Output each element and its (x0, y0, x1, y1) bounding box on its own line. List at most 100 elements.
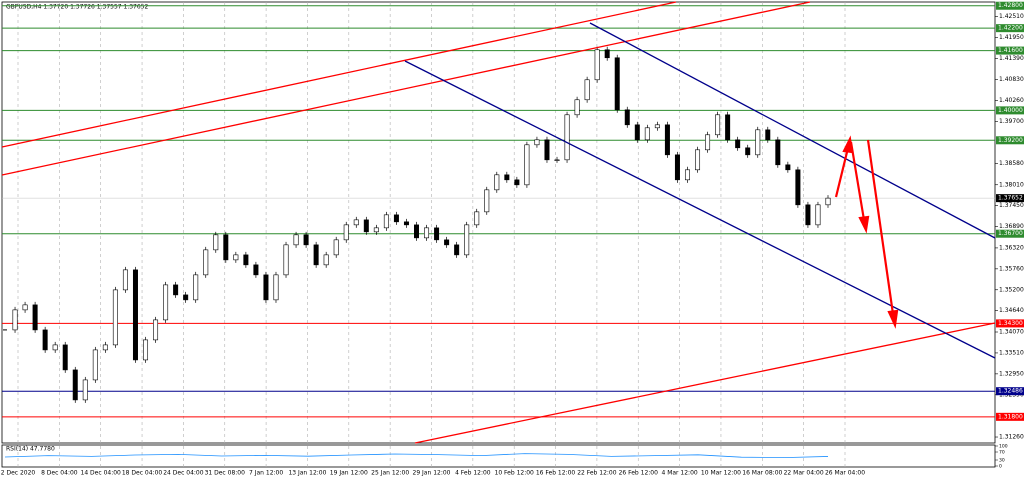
candle (664, 124, 670, 156)
x-tick-label: 16 Mar 08:00 (742, 470, 782, 477)
candle (102, 344, 108, 351)
candle (313, 244, 319, 266)
x-tick-label: 14 Dec 04:00 (81, 470, 122, 477)
candle (644, 127, 650, 141)
y-tick-label: 1.38010 (999, 181, 1024, 188)
y-tick-label: 1.35760 (999, 265, 1024, 272)
y-tick-label: 1.38580 (999, 160, 1024, 167)
candle (805, 204, 811, 226)
candle (213, 234, 219, 251)
candle (795, 169, 801, 206)
arrow-head (858, 215, 870, 234)
candle (263, 274, 269, 301)
candle (634, 124, 640, 141)
x-tick-label: 22 Mar 04:00 (784, 470, 824, 477)
candle (82, 379, 88, 401)
y-tick-label: 1.40260 (999, 97, 1024, 104)
candle (564, 114, 570, 161)
candle (464, 224, 470, 256)
candle (163, 284, 169, 321)
level-label: 1.40000 (998, 107, 1023, 114)
arrow (866, 139, 895, 315)
candle (393, 214, 399, 223)
candle (745, 147, 751, 156)
arrow (849, 141, 866, 221)
candle (715, 114, 721, 136)
level-label-box (996, 319, 1024, 328)
candle (474, 211, 480, 226)
level-label-box (996, 106, 1024, 115)
candle (815, 204, 821, 226)
y-tick-label: 1.39700 (999, 118, 1024, 125)
candle (674, 154, 680, 181)
y-tick-label: 1.37450 (999, 202, 1024, 209)
y-tick-label: 1.41950 (999, 34, 1024, 41)
level-label-box (996, 387, 1024, 396)
y-tick-label: 1.31260 (999, 434, 1024, 441)
candle (383, 214, 389, 229)
candle (153, 319, 159, 341)
candle (695, 149, 701, 171)
y-tick-label: 1.36890 (999, 223, 1024, 230)
candle (323, 254, 329, 266)
candle (624, 109, 630, 126)
candle (233, 254, 239, 261)
candle (574, 99, 580, 116)
candle (193, 274, 199, 301)
candle (333, 239, 339, 256)
level-label: 1.42800 (998, 2, 1023, 9)
candle (534, 139, 540, 146)
level-label: 1.41600 (998, 47, 1023, 54)
y-tick-label: 1.33510 (999, 349, 1024, 356)
candle (765, 129, 771, 141)
x-tick-label: 26 Feb 12:00 (619, 470, 659, 477)
x-tick-label: 25 Jan 12:00 (371, 470, 409, 477)
level-label: 1.39200 (998, 137, 1023, 144)
candles (3, 46, 831, 459)
rsi-tick-label: 0 (999, 464, 1002, 470)
candle (373, 227, 379, 233)
candle (42, 329, 48, 351)
level-label-box (996, 46, 1024, 55)
candle (424, 227, 430, 239)
x-tick-label: 19 Jan 12:00 (330, 470, 368, 477)
candle (22, 304, 28, 311)
candle (725, 114, 731, 141)
level-label: 1.31800 (998, 413, 1023, 420)
candle (183, 294, 189, 301)
x-tick-label: 4 Feb 12:00 (455, 470, 491, 477)
candle (273, 274, 279, 301)
x-tick-label: 7 Jan 12:00 (249, 470, 283, 477)
channel-line (589, 22, 996, 239)
x-tick-label: 2 Dec 2020 (1, 470, 36, 477)
candle (554, 159, 560, 161)
trend-lines (1, 1, 996, 444)
candle (62, 344, 68, 371)
candle (92, 349, 98, 381)
candle (604, 49, 610, 59)
candle (825, 197, 831, 206)
arrow-head (887, 309, 899, 329)
candle (413, 224, 419, 239)
level-label-box (996, 1, 1024, 10)
candle (735, 139, 741, 149)
candle (444, 239, 450, 246)
x-tick-label: 10 Mar 12:00 (701, 470, 741, 477)
candle (614, 57, 620, 111)
rsi-tick-label: 30 (999, 458, 1005, 464)
y-tick-label: 1.40830 (999, 76, 1024, 83)
y-tick-label: 1.32950 (999, 370, 1024, 377)
candle (494, 174, 500, 191)
y-tick-label: 1.34640 (999, 307, 1024, 314)
x-tick-label: 16 Feb 12:00 (536, 470, 576, 477)
rsi-tick-label: 70 (999, 450, 1005, 456)
candle (122, 269, 128, 291)
x-tick-label: 29 Jan 12:00 (413, 470, 451, 477)
level-label-box (996, 24, 1024, 33)
last-price-label: 1.37652 (998, 195, 1023, 202)
candle (52, 344, 58, 351)
y-tick-label: 1.42510 (999, 13, 1024, 20)
